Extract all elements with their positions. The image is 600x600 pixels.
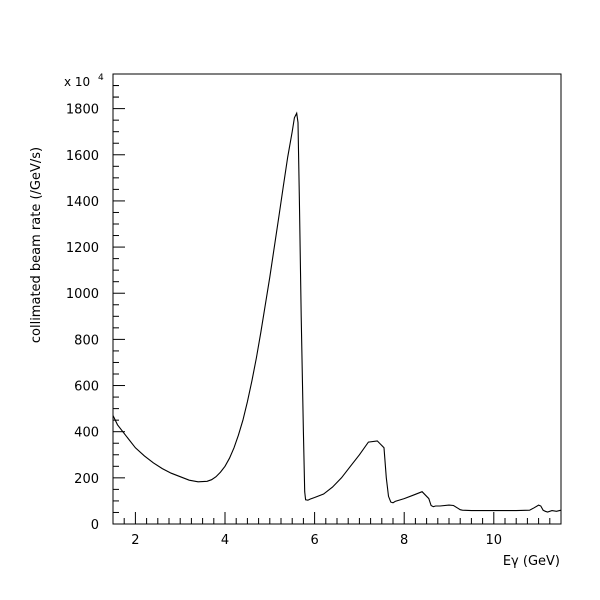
x-tick-label: 10 <box>486 533 503 548</box>
x-tick-label: 4 <box>221 533 229 548</box>
y-tick-label: 1400 <box>66 195 99 210</box>
x-axis-label: Eγ (GeV) <box>503 554 560 569</box>
y-scale-multiplier: x 10 <box>64 75 90 89</box>
beam-rate-line <box>112 111 562 513</box>
x-axis-ticks: 2 4 6 8 10 <box>112 512 562 548</box>
y-tick-label: 1200 <box>66 241 99 256</box>
y-axis-ticks: 0 200 400 600 800 1000 1200 1400 1600 1800 <box>66 73 125 533</box>
y-tick-label: 0 <box>91 518 99 533</box>
y-tick-label: 1600 <box>66 149 99 164</box>
y-axis-label: collimated beam rate (/GeV/s) <box>29 147 44 343</box>
y-scale-exponent: 4 <box>98 73 104 83</box>
x-tick-label: 6 <box>310 533 318 548</box>
y-tick-label: 1800 <box>66 103 99 118</box>
plot-frame <box>112 73 562 525</box>
y-tick-label: 600 <box>74 380 99 395</box>
y-tick-label: 800 <box>74 333 99 348</box>
y-tick-label: 400 <box>74 426 99 441</box>
y-tick-label: 1000 <box>66 287 99 302</box>
y-tick-label: 200 <box>74 472 99 487</box>
x-tick-label: 8 <box>400 533 408 548</box>
x-tick-label: 2 <box>131 533 139 548</box>
